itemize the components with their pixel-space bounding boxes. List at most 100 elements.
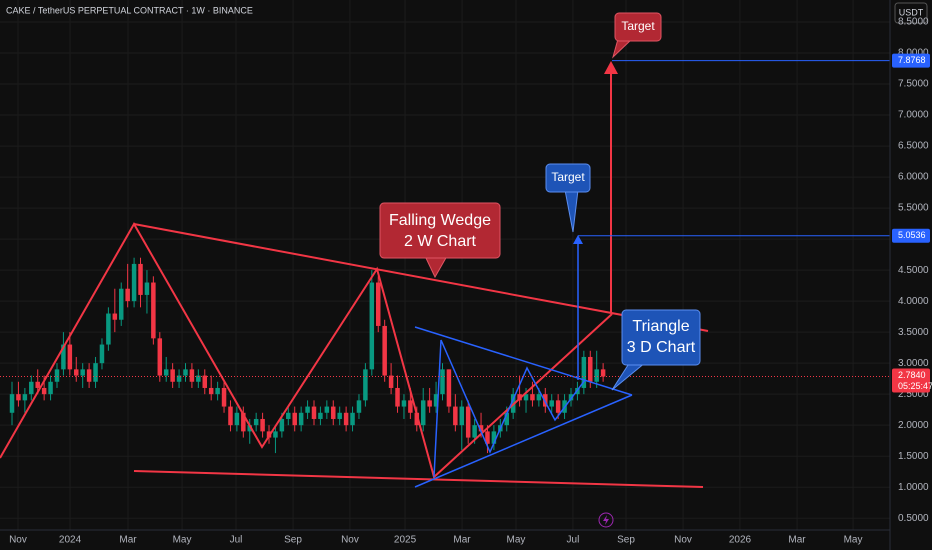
candle-body [48, 381, 53, 395]
red-arrow-head [604, 61, 618, 74]
callout-triangle: Triangle 3 D Chart [611, 309, 701, 391]
y-tick-label: 1.5000 [898, 451, 929, 462]
candle-body [427, 400, 432, 407]
candle-body [401, 400, 407, 407]
events-icon-bolt[interactable] [603, 515, 609, 525]
last-price-label: 2.7840 [898, 370, 926, 380]
candle-body [305, 406, 310, 413]
callout-box [614, 12, 662, 42]
candle-body [549, 400, 554, 407]
candle-body [202, 375, 208, 388]
candle-body [106, 313, 111, 345]
x-tick-label: 2026 [729, 535, 752, 546]
candle-body [369, 282, 375, 370]
y-tick-label: 8.5000 [898, 17, 929, 28]
candle-body [176, 375, 182, 382]
y-tick-label: 6.0000 [898, 172, 929, 183]
candle-body [343, 412, 349, 426]
candle-body [555, 400, 561, 413]
target-level-box [892, 228, 930, 243]
currency-button-box[interactable] [894, 2, 928, 24]
candle-body [241, 412, 246, 432]
candle-body [29, 381, 34, 395]
currency-label[interactable]: USDT [899, 7, 924, 17]
candle-body [298, 412, 304, 426]
events-icon-circle[interactable] [598, 512, 614, 528]
candle-body [163, 369, 169, 376]
x-tick-label: Sep [284, 535, 302, 546]
target-level-box [892, 53, 930, 68]
candle-body [151, 282, 156, 339]
triangle-lower-line [414, 394, 633, 488]
target-levels [0, 60, 890, 378]
candle-body [247, 425, 252, 432]
y-tick-label: 2.5000 [898, 389, 929, 400]
callout-target-red: Target [612, 12, 662, 59]
candle-body [536, 394, 542, 401]
triangle-upper-line [414, 326, 633, 396]
y-tick-label: 5.5000 [898, 203, 929, 214]
candle-body [331, 406, 336, 419]
y-tick-label: 2.0000 [898, 420, 929, 431]
countdown-label: 05:25:47 [898, 381, 932, 391]
candle-body [157, 338, 163, 376]
candle-body [99, 344, 105, 364]
y-tick-label: 3.0000 [898, 358, 929, 369]
callout-falling-wedge: Falling Wedge 2 W Chart [379, 202, 501, 279]
candle-body [433, 394, 439, 407]
candle-body [395, 387, 400, 407]
blue-zigzag [433, 339, 586, 478]
candle-body [420, 400, 426, 426]
x-tick-label: Jul [567, 535, 580, 546]
callout-text: 3 D Chart [627, 339, 696, 356]
candle-body [118, 288, 124, 320]
x-tick-label: 2025 [394, 535, 417, 546]
candle-body [478, 425, 484, 432]
candle-body [292, 412, 297, 426]
currency-button[interactable]: USDT [894, 2, 928, 24]
y-tick-label: 7.0000 [898, 110, 929, 121]
candle-body [453, 406, 458, 426]
x-tick-label: Mar [788, 535, 806, 546]
y-tick-label: 1.0000 [898, 482, 929, 493]
candle-body [125, 288, 130, 302]
x-tick-label: May [507, 535, 526, 546]
candle-body [337, 412, 342, 419]
x-tick-label: 2024 [59, 535, 82, 546]
drawings [0, 61, 709, 488]
candle-body [543, 394, 548, 407]
candle-body [440, 369, 445, 395]
candle-body [523, 394, 529, 401]
callout-text: 2 W Chart [404, 233, 477, 250]
candle-body [273, 431, 278, 438]
wedge-upper-line [133, 223, 709, 332]
candle-body [54, 369, 60, 382]
candle-body [581, 356, 587, 388]
target-level-label: 7.8768 [898, 55, 926, 65]
x-tick-label: May [173, 535, 192, 546]
candle-body [356, 400, 362, 413]
wedge-lower-line [133, 470, 704, 488]
y-tick-label: 8.0000 [898, 48, 929, 59]
candle-body [61, 344, 66, 370]
candle-body [196, 375, 201, 382]
events-icon[interactable] [598, 512, 614, 528]
callout-box [621, 309, 701, 366]
candle-body [215, 387, 220, 395]
target-level-label: 5.0536 [898, 230, 926, 240]
x-tick-label: Nov [674, 535, 692, 546]
candle-body [112, 313, 118, 320]
candle-body [388, 375, 394, 388]
red-zigzag [0, 221, 613, 479]
candle-body [35, 381, 40, 388]
candle-body [530, 394, 535, 401]
callout-text: Falling Wedge [389, 212, 491, 229]
x-tick-label: Nov [341, 535, 359, 546]
candle-body [600, 369, 606, 377]
candle-body [234, 412, 240, 426]
candle-body [9, 394, 15, 413]
candle-body [594, 369, 599, 382]
candle-body [16, 394, 21, 401]
